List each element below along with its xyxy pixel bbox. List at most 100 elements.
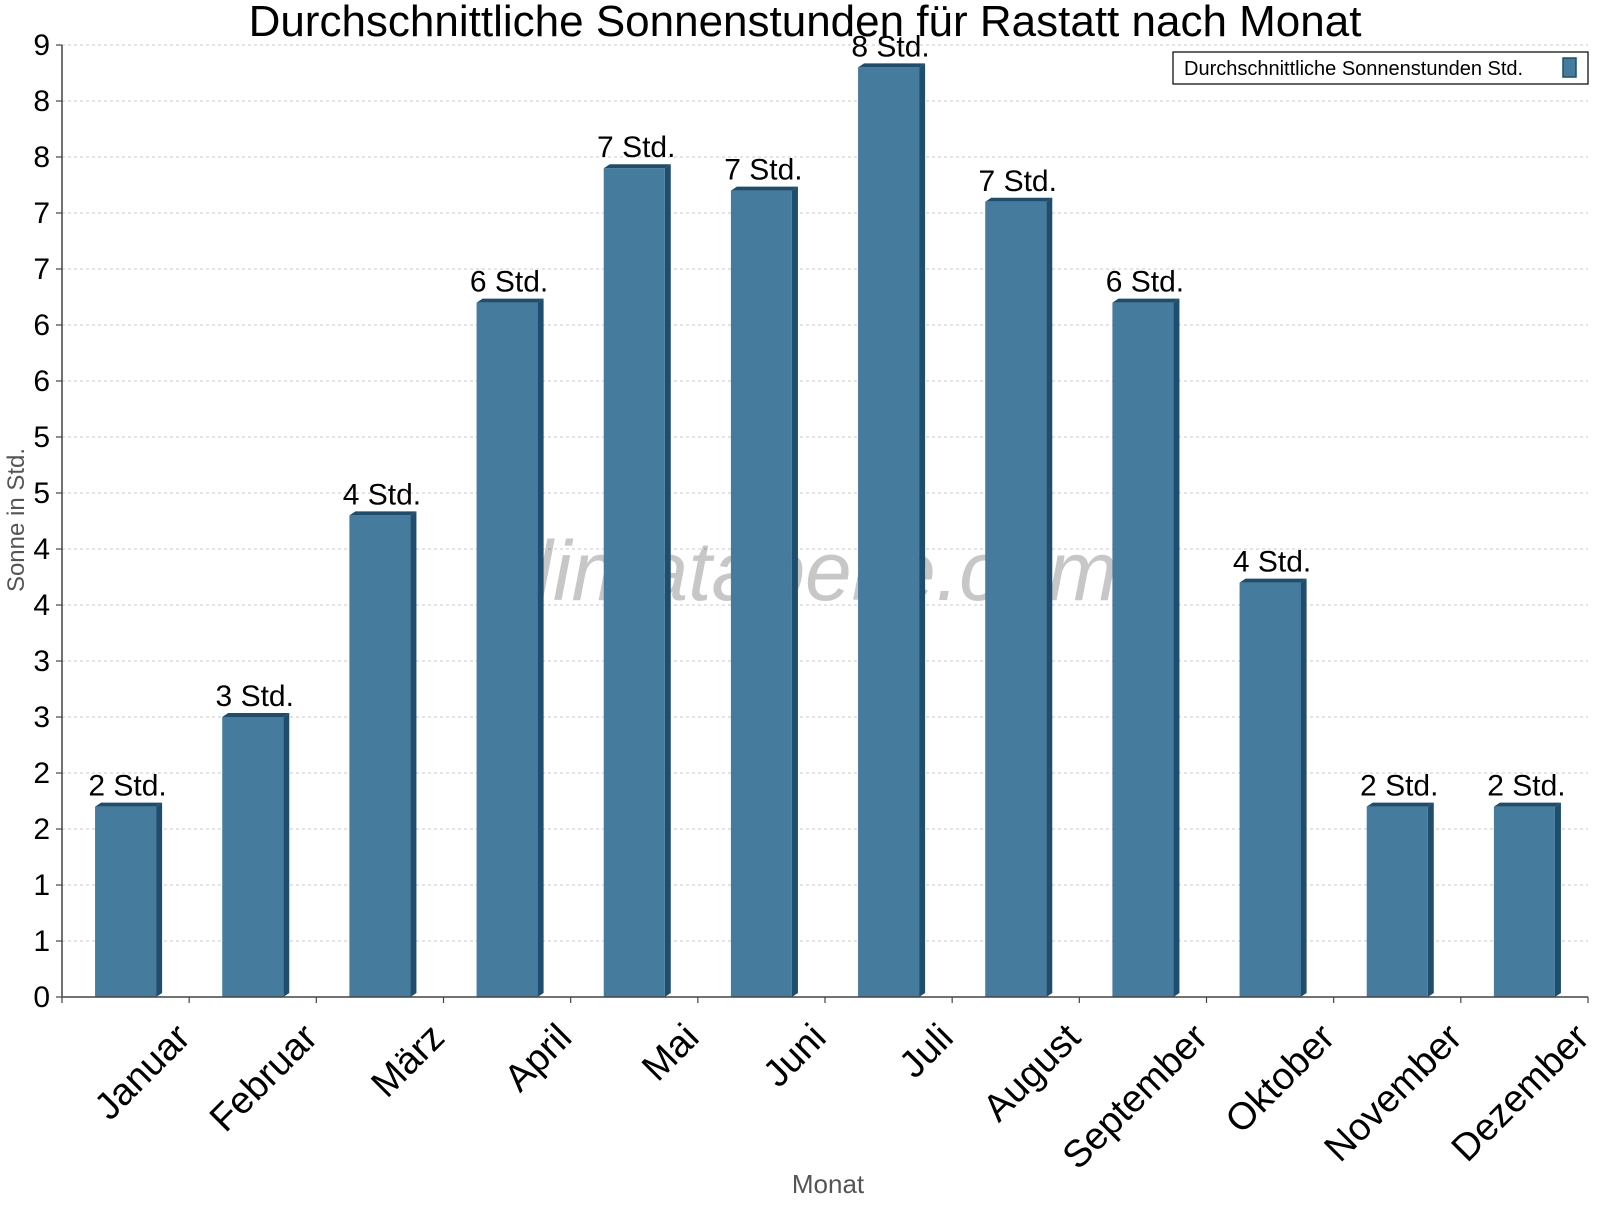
bar-side bbox=[410, 511, 417, 997]
bar-november: 2 Std. bbox=[1360, 770, 1438, 997]
bar-top bbox=[603, 164, 671, 169]
y-axis-label: Sonne in Std. bbox=[3, 448, 30, 592]
y-tick-label: 9 bbox=[33, 29, 50, 62]
bar-märz: 4 Std. bbox=[343, 478, 421, 997]
bar-value-label: 7 Std. bbox=[979, 165, 1057, 198]
bar-side bbox=[1554, 802, 1561, 997]
bar-side bbox=[1300, 578, 1307, 997]
bar-side bbox=[1046, 197, 1053, 998]
bar-value-label: 3 Std. bbox=[216, 680, 294, 713]
bar-value-label: 8 Std. bbox=[851, 30, 929, 63]
y-tick-label: 6 bbox=[33, 365, 50, 398]
bar-face bbox=[730, 190, 792, 998]
bar-value-label: 4 Std. bbox=[343, 478, 421, 511]
bar-face bbox=[603, 168, 665, 997]
bar-top bbox=[1366, 802, 1434, 807]
bar-face bbox=[1112, 302, 1174, 998]
bar-side bbox=[1173, 298, 1180, 998]
legend-swatch bbox=[1562, 57, 1577, 78]
chart-title: Durchschnittliche Sonnenstunden für Rast… bbox=[249, 0, 1362, 46]
bar-top bbox=[858, 63, 926, 68]
bar-face bbox=[1239, 582, 1301, 997]
x-tick-label: Juli bbox=[892, 1016, 962, 1086]
y-tick-label: 5 bbox=[33, 477, 50, 510]
bar-januar: 2 Std. bbox=[88, 770, 167, 997]
x-tick-label: Januar bbox=[87, 1016, 199, 1128]
x-tick-label: November bbox=[1317, 1016, 1471, 1170]
y-tick-label: 2 bbox=[33, 813, 50, 846]
bar-value-label: 7 Std. bbox=[597, 131, 675, 164]
bar-top bbox=[349, 511, 417, 516]
y-tick-label: 1 bbox=[33, 925, 50, 958]
bar-face bbox=[95, 806, 157, 997]
y-tick-labels: 0 1 1 2 2 3 3 4 4 5 5 6 6 7 7 8 8 9 bbox=[33, 29, 50, 1014]
bar-top bbox=[1493, 802, 1561, 807]
bar-side bbox=[537, 298, 544, 998]
y-tick-label: 8 bbox=[33, 141, 50, 174]
bar-face bbox=[985, 201, 1047, 998]
legend: Durchschnittliche Sonnenstunden Std. bbox=[1172, 51, 1589, 85]
x-tick-label: Februar bbox=[202, 1016, 326, 1140]
x-tick-label: Juni bbox=[755, 1016, 834, 1095]
bar-value-label: 2 Std. bbox=[1487, 770, 1565, 803]
bar-value-label: 4 Std. bbox=[1233, 546, 1311, 579]
x-tick-label: April bbox=[497, 1016, 580, 1099]
bar-face bbox=[1493, 806, 1555, 997]
y-tick-label: 2 bbox=[33, 757, 50, 790]
bar-april: 6 Std. bbox=[470, 266, 548, 998]
bar-value-label: 2 Std. bbox=[88, 770, 166, 803]
bar-top bbox=[1239, 578, 1307, 583]
bar-face bbox=[222, 717, 284, 997]
y-tick-label: 7 bbox=[33, 197, 50, 230]
bar-oktober: 4 Std. bbox=[1233, 546, 1311, 997]
y-tick-label: 5 bbox=[33, 421, 50, 454]
bar-side bbox=[156, 802, 163, 997]
bar-value-label: 6 Std. bbox=[470, 266, 548, 299]
bar-top bbox=[95, 802, 163, 807]
bar-face bbox=[1366, 806, 1428, 997]
bars: 2 Std. 3 Std. 4 Std. 6 Std. 7 Std. 7 Std. 8 St… bbox=[88, 30, 1566, 998]
y-tick-label: 4 bbox=[33, 533, 50, 566]
bar-face bbox=[349, 515, 411, 997]
x-axis-label: Monat bbox=[792, 1169, 865, 1199]
axes bbox=[56, 44, 1589, 1003]
bar-august: 7 Std. bbox=[979, 165, 1057, 998]
bar-top bbox=[222, 713, 290, 717]
bar-face bbox=[476, 302, 538, 998]
x-tick-labels: Januar Februar März April Mai Juni Juli AugustS… bbox=[87, 1016, 1598, 1177]
bar-value-label: 7 Std. bbox=[724, 154, 802, 187]
x-tick-label: Mai bbox=[634, 1016, 707, 1089]
x-tick-label: März bbox=[364, 1016, 453, 1105]
bar-value-label: 6 Std. bbox=[1106, 266, 1184, 299]
bar-top bbox=[476, 298, 544, 303]
bar-juni: 7 Std. bbox=[724, 154, 803, 998]
y-tick-label: 4 bbox=[33, 589, 50, 622]
x-tick-label: Dezember bbox=[1444, 1016, 1598, 1170]
y-tick-label: 0 bbox=[33, 981, 50, 1014]
bar-side bbox=[919, 63, 926, 997]
y-tick-label: 1 bbox=[33, 869, 50, 902]
x-tick-label: August bbox=[975, 1016, 1089, 1130]
bar-side bbox=[791, 186, 798, 998]
x-tick-label: Oktober bbox=[1218, 1016, 1344, 1142]
y-tick-label: 8 bbox=[33, 85, 50, 118]
y-tick-label: 7 bbox=[33, 253, 50, 286]
bar-dezember: 2 Std. bbox=[1487, 770, 1566, 997]
bar-side bbox=[1427, 802, 1434, 997]
bar-juli: 8 Std. bbox=[851, 30, 930, 997]
bar-value-label: 2 Std. bbox=[1360, 770, 1438, 803]
y-tick-label: 6 bbox=[33, 309, 50, 342]
y-tick-label: 3 bbox=[33, 645, 50, 678]
bar-top bbox=[985, 197, 1053, 202]
legend-box bbox=[1172, 51, 1589, 85]
bar-top bbox=[1112, 298, 1180, 303]
bar-side bbox=[664, 164, 671, 997]
legend-label: Durchschnittliche Sonnenstunden Std. bbox=[1184, 58, 1523, 80]
gridlines bbox=[62, 44, 1588, 942]
bar-februar: 3 Std. bbox=[216, 680, 294, 997]
bar-side bbox=[283, 713, 290, 997]
bar-september: 6 Std. bbox=[1106, 266, 1184, 998]
bar-top bbox=[730, 186, 798, 191]
